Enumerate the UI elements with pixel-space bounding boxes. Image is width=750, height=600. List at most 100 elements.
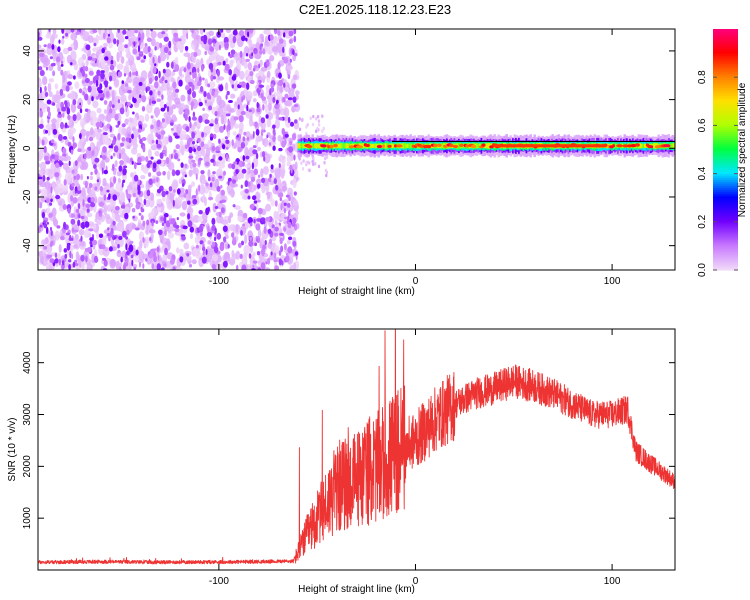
spectrogram-noise-cell (227, 215, 232, 224)
spectrogram-band-core (470, 144, 477, 148)
spectrogram-noise-cell (231, 139, 234, 147)
spectrogram-noise-cell (90, 196, 95, 203)
spectrogram-noise-cell (282, 97, 286, 103)
spectrogram-noise-cell (43, 223, 48, 229)
spectrogram-noise-cell (207, 38, 213, 46)
spectrogram-noise-cell (60, 121, 64, 130)
spectrogram-noise-cell (78, 161, 82, 167)
colorbar-cell (713, 171, 738, 175)
spectrogram-noise-cell (257, 146, 261, 152)
spectrogram-noise-cell (84, 77, 90, 84)
spectrogram-noise-cell (233, 161, 238, 165)
spectrogram-noise-cell (101, 236, 107, 246)
spectrogram-noise-cell (260, 262, 266, 270)
spectrogram-band-cell (342, 143, 345, 149)
colorbar-cell (713, 63, 738, 66)
spectrogram-noise-cell (285, 86, 290, 93)
spectrogram-noise-cell (120, 256, 123, 263)
spectrogram-noise-cell (117, 114, 122, 122)
spectrogram-noise-cell (114, 78, 120, 88)
spectrogram-noise-cell (240, 184, 243, 189)
spectrogram-noise-cell (218, 211, 222, 218)
spectrogram-band-core (387, 144, 392, 148)
spectrogram-noise-cell (82, 199, 85, 207)
spectrogram-noise-cell (158, 70, 161, 79)
spectrogram-noise-cell (142, 263, 145, 269)
spectrogram-noise-cell (245, 58, 250, 63)
spectrogram-noise-cell (141, 32, 145, 40)
spectrogram-noise-cell (167, 199, 172, 205)
colorbar-cell (713, 213, 738, 217)
spectrogram-noise-cell (169, 193, 175, 203)
colorbar-cell (713, 199, 738, 203)
spectrogram-noise-cell (58, 134, 63, 141)
colorbar-cell (713, 203, 738, 207)
spectrogram-noise-cell (274, 265, 279, 270)
spectrogram-noise-cell (82, 65, 85, 71)
spectrogram-noise-cell (191, 84, 195, 92)
spectrogram-noise-cell (237, 242, 242, 248)
spectrogram-noise-cell (230, 187, 235, 198)
spectrogram-noise-cell (98, 244, 104, 250)
spectrogram-noise-cell (159, 42, 163, 48)
spectrogram-noise-cell (48, 254, 53, 258)
spectrogram-noise-cell (210, 158, 215, 163)
spectrogram-noise-cell (131, 161, 134, 165)
spectrogram-noise-cell (98, 29, 102, 35)
spectrogram-noise-cell (268, 177, 272, 183)
spectrogram-noise-cell (232, 131, 237, 136)
spectrogram-noise-cell (207, 139, 212, 148)
spectrogram-noise-cell (231, 232, 235, 238)
spectrogram-noise-cell (266, 134, 269, 139)
spectrogram-noise-cell (183, 67, 187, 73)
spectrogram-noise-cell (170, 122, 174, 126)
spectrogram-noise-cell (168, 186, 173, 192)
spectrogram-noise-cell (292, 217, 297, 225)
spectrogram-noise-cell (71, 227, 75, 233)
spectrogram-noise-cell (65, 32, 69, 37)
spectrogram-noise-cell (173, 36, 179, 43)
spectrogram-noise-cell (213, 246, 219, 254)
colorbar-cell (713, 99, 738, 102)
spectrogram-noise-cell (289, 58, 292, 63)
spectrogram-noise-cell (80, 173, 84, 181)
spectrogram-noise-cell (267, 62, 270, 66)
spectrogram-band-cell (486, 143, 489, 149)
spectrogram-noise-cell (263, 226, 267, 234)
colorbar-cell (713, 125, 738, 129)
spectrogram-noise-cell (274, 220, 278, 226)
spectrogram-noise-cell (200, 170, 205, 175)
colorbar-cell (713, 79, 738, 82)
spectrogram-noise-cell (269, 180, 275, 185)
spectrogram-noise-cell (46, 99, 52, 105)
spectrogram-noise-cell (183, 193, 187, 198)
spectrogram-noise-cell (172, 199, 175, 207)
spectrogram-noise-cell (253, 184, 257, 191)
spectrogram-noise-cell (131, 223, 137, 230)
spectrogram-noise-cell (277, 103, 280, 109)
spectrogram-band-cell (347, 143, 349, 149)
spectrogram-noise-cell (184, 174, 187, 178)
spectrogram-noise-cell (246, 82, 250, 90)
spectrogram-noise-cell (262, 122, 267, 129)
spectrogram-noise-cell (267, 228, 272, 234)
spectrogram-noise-cell (87, 221, 95, 227)
spectrogram-noise-cell (207, 169, 211, 178)
spectrogram-noise-cell (287, 246, 293, 254)
spectrogram-noise-cell (265, 114, 269, 119)
spectrogram-noise-cell (275, 184, 279, 191)
spectrogram-noise-cell (249, 79, 255, 85)
spectrogram-noise-cell (38, 36, 43, 41)
colorbar-cell (713, 121, 738, 124)
spectrogram-noise-cell (294, 119, 298, 124)
spectrogram-band-core (333, 144, 338, 148)
spectrogram-noise-cell (188, 263, 193, 268)
spectrogram-noise-cell (257, 267, 261, 270)
spectrogram-noise-cell (230, 93, 236, 99)
spectrogram-noise-cell (43, 260, 48, 266)
colorbar-cell (713, 133, 738, 137)
spectrogram-noise-cell (251, 52, 254, 57)
spectrogram-noise-cell (98, 93, 103, 98)
spectrogram-noise-cell (228, 100, 233, 103)
spectrogram-noise-cell (283, 29, 290, 34)
